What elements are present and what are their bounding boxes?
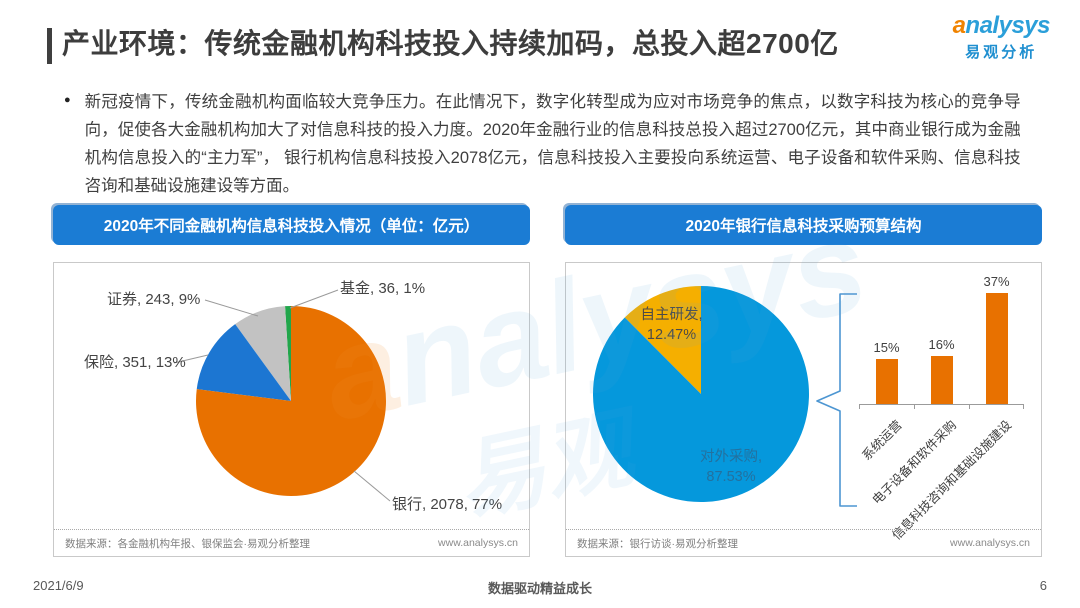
pie-slice-保险 <box>196 324 291 401</box>
bar-group-system-ops: 15% <box>873 340 900 404</box>
bar-value: 37% <box>983 274 1010 289</box>
page-title: 产业环境：传统金融机构科技投入持续加码，总投入超2700亿 <box>62 28 839 59</box>
left-source-row: 数据来源：各金融机构年报、银保监会·易观分析整理 www.analysys.cn <box>54 529 529 556</box>
bar-group-consulting-infra: 37% <box>983 274 1010 404</box>
pie-slice-对外采购 <box>593 286 809 503</box>
label-bank: 银行, 2078, 77% <box>392 496 503 513</box>
left-chart-panel: 基金, 36, 1% 证券, 243, 9% 保险, 351, 13% 银行, … <box>53 262 530 557</box>
pie-slice-银行 <box>195 306 387 496</box>
axis-tick <box>969 405 970 409</box>
bar-hardware-software <box>930 356 953 404</box>
title-accent-bar <box>47 28 52 64</box>
footer: 2021/6/9 数据驱动精益成长 6 <box>0 578 1080 598</box>
pie-slice-证券 <box>235 306 291 401</box>
right-data-source: 数据来源：银行访谈·易观分析整理 <box>577 537 738 550</box>
axis-tick <box>859 405 860 409</box>
axis-tick <box>914 405 915 409</box>
label-inhouse-rnd: 自主研发, 12.47% <box>624 305 719 345</box>
page-number: 6 <box>1039 578 1047 593</box>
pie-slice-基金 <box>285 306 291 401</box>
label-external-procurement: 对外采购, 87.53% <box>686 447 776 487</box>
logo-chinese-name: 易观分析 <box>965 44 1038 61</box>
label-insurance: 保险, 351, 13% <box>84 354 186 371</box>
left-website-link[interactable]: www.analysys.cn <box>438 537 518 549</box>
external-procurement-percent: 87.53% <box>706 469 756 485</box>
bullet-icon: ● <box>64 94 71 106</box>
brace-connector <box>816 293 857 507</box>
external-procurement-name: 对外采购, <box>699 449 763 465</box>
bar-group-hardware-software: 16% <box>928 337 955 404</box>
bar-value: 16% <box>928 337 955 352</box>
pie-slice-自主研发 <box>624 286 701 394</box>
intro-paragraph: 新冠疫情下，传统金融机构面临较大竞争压力。在此情况下，数字化转型成为应对市场竞争… <box>84 93 1021 195</box>
intro-block: ● 新冠疫情下，传统金融机构面临较大竞争压力。在此情况下，数字化转型成为应对市场… <box>64 88 1030 200</box>
title-row: 产业环境：传统金融机构科技投入持续加码，总投入超2700亿 <box>47 26 947 64</box>
bar-system-ops <box>875 359 898 404</box>
bar-value: 15% <box>873 340 900 355</box>
label-fund: 基金, 36, 1% <box>340 280 426 297</box>
right-chart-panel: 自主研发, 12.47% 对外采购, 87.53% 15% 16% 37% 系 <box>565 262 1042 557</box>
logo-wordmark: analysys <box>952 12 1051 39</box>
right-source-row: 数据来源：银行访谈·易观分析整理 www.analysys.cn <box>566 529 1041 556</box>
label-securities: 证券, 243, 9% <box>107 291 201 308</box>
right-website-link[interactable]: www.analysys.cn <box>950 537 1030 549</box>
footer-slogan: 数据驱动精益成长 <box>487 581 592 596</box>
inhouse-rnd-name: 自主研发, <box>640 307 703 323</box>
institutions-pie-chart <box>173 289 391 502</box>
procurement-pie-chart <box>593 286 857 507</box>
inhouse-rnd-percent: 12.47% <box>646 327 697 343</box>
left-chart-header: 2020年不同金融机构信息科技投入情况（单位：亿元） <box>53 205 530 245</box>
footer-date: 2021/6/9 <box>33 578 84 593</box>
left-data-source: 数据来源：各金融机构年报、银保监会·易观分析整理 <box>65 537 310 550</box>
right-chart-header: 2020年银行信息科技采购预算结构 <box>565 205 1042 245</box>
axis-tick <box>1023 405 1024 409</box>
procurement-bar-chart: 15% 16% 37% <box>859 263 1024 405</box>
bar-consulting-infra <box>985 293 1008 404</box>
analysys-logo: analysys 易观分析 <box>952 12 1051 62</box>
leader-lines <box>173 289 391 502</box>
